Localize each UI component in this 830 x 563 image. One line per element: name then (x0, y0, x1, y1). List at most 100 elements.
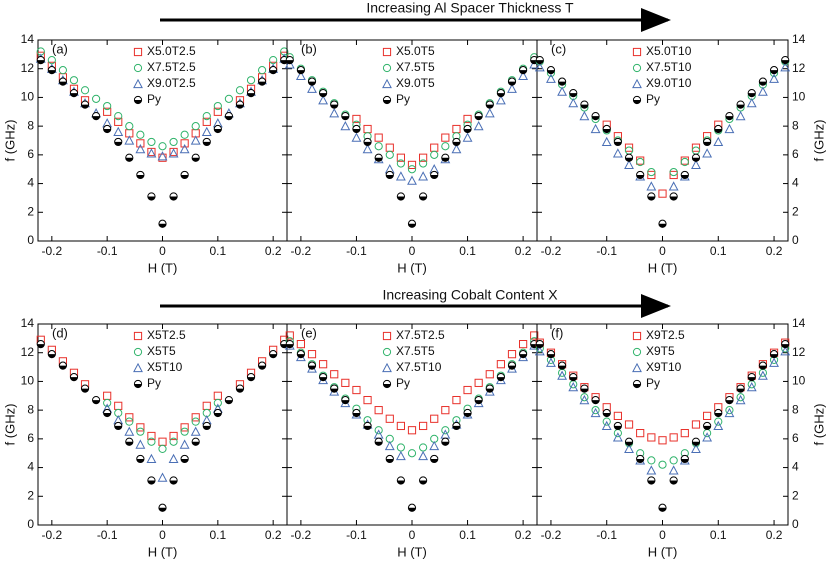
marker-square (374, 133, 383, 142)
x-tick-label: -0.1 (346, 244, 367, 258)
marker-triangle (668, 181, 679, 191)
marker-half (192, 157, 200, 162)
y-tick-label: 10 (21, 374, 35, 388)
marker-half (748, 377, 756, 381)
marker-half (636, 458, 644, 463)
marker-triangle (735, 110, 746, 121)
data-point (168, 148, 179, 158)
marker-half (547, 354, 555, 358)
data-point (147, 437, 156, 446)
marker-half (558, 365, 566, 370)
legend-marker (133, 95, 143, 105)
data-point (213, 124, 222, 134)
marker-half (134, 384, 142, 388)
marker-triangle (724, 123, 735, 134)
data-point (519, 66, 528, 75)
marker-square (158, 153, 167, 162)
y-tick-label: 2 (792, 204, 799, 218)
data-point (725, 111, 734, 121)
marker-half (59, 81, 67, 86)
panel-label: (e) (301, 325, 317, 340)
marker-half (203, 425, 211, 430)
marker-square (419, 153, 428, 162)
marker-triangle (568, 382, 579, 392)
data-point (757, 370, 768, 380)
data-point (147, 192, 156, 201)
marker-triangle (590, 407, 601, 418)
marker-triangle (168, 148, 179, 158)
marker-circle (58, 66, 68, 75)
legend-label: Py (396, 92, 410, 106)
data-point (47, 66, 56, 75)
marker-square (647, 170, 656, 180)
marker-circle (133, 347, 143, 357)
data-point (224, 111, 233, 121)
data-point (374, 153, 383, 162)
x-tick-label: 0.2 (515, 528, 532, 542)
data-point (246, 89, 256, 98)
data-point (385, 454, 394, 464)
marker-triangle (612, 432, 623, 442)
marker-triangle (418, 450, 429, 461)
data-point (530, 331, 539, 340)
data-point (269, 66, 278, 75)
data-point (269, 350, 278, 359)
marker-half (297, 354, 305, 358)
marker-triangle (534, 346, 545, 356)
marker-triangle (318, 95, 329, 105)
data-point (419, 476, 428, 485)
marker-triangle (407, 175, 417, 185)
marker-triangle (668, 465, 679, 475)
data-point (191, 417, 200, 426)
marker-square (519, 340, 528, 349)
marker-square (374, 406, 383, 415)
marker-triangle (579, 110, 590, 121)
data-point (580, 384, 589, 393)
y-tick-label: 0 (27, 517, 34, 531)
marker-square (385, 143, 394, 152)
data-point (534, 346, 545, 356)
data-point (769, 357, 779, 367)
marker-circle (669, 456, 678, 465)
marker-half (486, 104, 494, 109)
data-point (463, 124, 472, 134)
marker-circle (396, 159, 405, 168)
marker-half (225, 400, 233, 404)
marker-square (658, 189, 667, 198)
data-point (395, 171, 406, 181)
y-tick-label: 8 (27, 118, 34, 132)
marker-circle (691, 146, 701, 155)
marker-half (736, 388, 745, 393)
x-tick-label: 0.2 (515, 244, 532, 258)
legend-marker (632, 362, 642, 373)
y-tick-label: 2 (792, 488, 799, 502)
marker-half (580, 104, 589, 109)
y-tick-label: 6 (27, 147, 34, 161)
marker-triangle (462, 132, 473, 142)
marker-triangle (495, 95, 506, 105)
data-point (485, 370, 494, 379)
data-point (374, 142, 383, 151)
data-point (235, 100, 245, 109)
marker-half (397, 480, 405, 485)
data-point (285, 331, 294, 340)
marker-half (125, 441, 133, 446)
data-point (735, 110, 746, 121)
legend-marker (632, 331, 642, 341)
x-tick-label: 0 (409, 528, 416, 542)
data-point (591, 395, 600, 405)
marker-circle (419, 159, 428, 168)
marker-triangle (713, 136, 724, 147)
marker-circle (133, 63, 143, 73)
marker-circle (407, 449, 417, 458)
data-point (624, 443, 634, 454)
marker-half (647, 196, 655, 201)
data-point (202, 137, 211, 147)
data-point (430, 414, 439, 423)
marker-square (669, 170, 678, 180)
marker-circle (580, 393, 589, 402)
x-tick-label: -0.1 (97, 244, 118, 258)
data-point (114, 117, 123, 126)
data-point (602, 417, 611, 426)
